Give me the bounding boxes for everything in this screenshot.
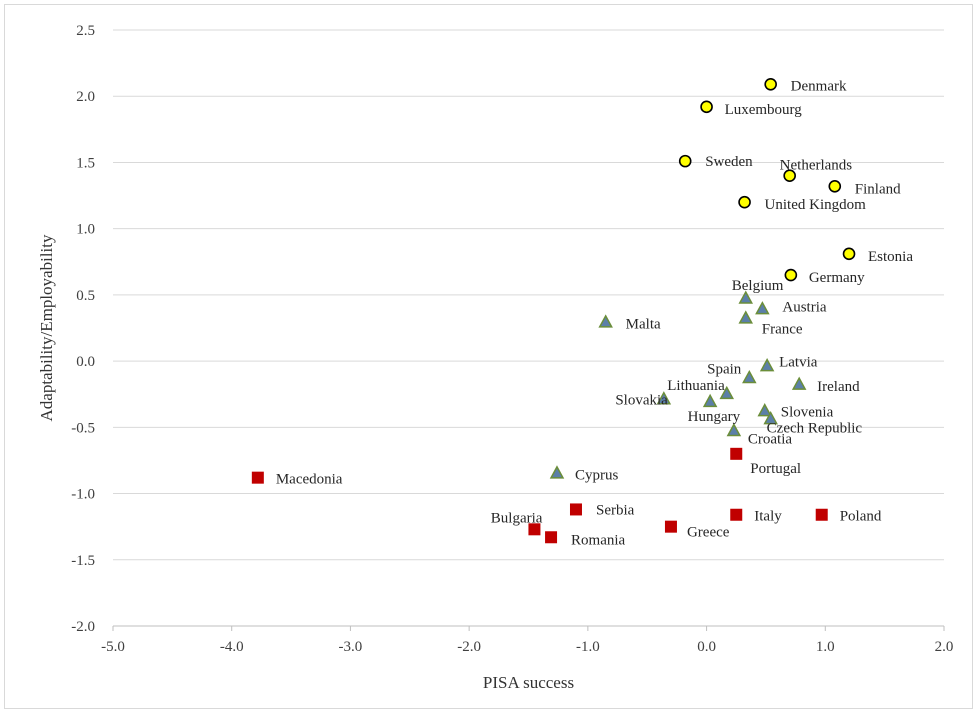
data-point-square (569, 503, 582, 516)
x-tick-label: 2.0 (935, 639, 954, 655)
y-tick-label: 2.0 (76, 89, 95, 105)
data-point-triangle (742, 369, 757, 384)
y-tick-label: 0.0 (76, 354, 95, 370)
x-tick-label: -1.0 (576, 639, 600, 655)
x-tick-label: -2.0 (457, 639, 481, 655)
point-label: Italy (754, 509, 782, 525)
point-label: Estonia (868, 249, 913, 265)
x-tick-label: 1.0 (816, 639, 835, 655)
y-tick-label: -1.0 (71, 487, 95, 503)
data-points (251, 78, 856, 544)
data-point-circle (764, 78, 777, 91)
x-tick-label: -4.0 (220, 639, 244, 655)
point-label: Cyprus (575, 468, 619, 484)
y-axis-title: Adaptability/Employability (37, 234, 56, 421)
point-label: Poland (840, 509, 882, 525)
point-label: Sweden (705, 154, 753, 170)
data-point-triangle (656, 391, 672, 405)
data-point-triangle (726, 422, 742, 437)
point-label: Greece (687, 525, 730, 541)
data-point-circle (842, 247, 856, 261)
data-point-square (251, 471, 264, 484)
data-point-triangle (738, 310, 754, 324)
x-tick-label: -3.0 (339, 639, 363, 655)
data-point-circle (738, 195, 751, 209)
data-point-circle (828, 179, 842, 193)
y-tick-label: -2.0 (71, 619, 95, 635)
y-tick-label: -0.5 (71, 420, 95, 436)
axes (112, 625, 945, 631)
point-label: Spain (707, 361, 742, 377)
point-label: Czech Republic (767, 420, 863, 436)
point-label: Ireland (817, 379, 860, 395)
point-label: Serbia (596, 502, 635, 518)
data-point-triangle (791, 376, 807, 390)
point-label: Finland (855, 181, 901, 197)
point-label: Hungary (688, 409, 741, 425)
gridlines (113, 29, 944, 627)
data-point-square (545, 531, 558, 544)
data-point-circle (700, 100, 713, 114)
x-tick-label: -5.0 (101, 639, 125, 655)
data-point-triangle (755, 301, 770, 315)
point-labels: Denmark Luxembourg Sweden NetherlandsFinlan… (276, 78, 914, 548)
point-label: Netherlands (780, 158, 853, 174)
data-point-square (730, 508, 743, 521)
chart-frame (4, 4, 973, 709)
point-label: Slovakia (615, 393, 668, 409)
data-point-triangle (598, 314, 613, 328)
point-label: Denmark (791, 78, 847, 94)
data-point-triangle (719, 385, 735, 400)
point-label: United Kingdom (765, 197, 867, 213)
y-tick-label: 1.5 (76, 155, 95, 171)
data-point-triangle (757, 403, 773, 417)
data-point-square (664, 520, 677, 533)
y-tick-label: -1.5 (71, 553, 95, 569)
point-label: Latvia (779, 354, 818, 370)
data-point-triangle (738, 290, 754, 304)
data-point-square (815, 508, 828, 521)
point-label: Malta (626, 317, 661, 333)
data-point-triangle (759, 358, 775, 372)
point-label: Romania (571, 532, 625, 548)
point-label: Slovenia (781, 404, 834, 420)
point-label: Croatia (748, 431, 792, 447)
point-label: Germany (809, 270, 865, 286)
y-tick-label: 1.0 (76, 222, 95, 238)
point-label: Austria (782, 299, 827, 315)
point-label: Luxembourg (725, 102, 803, 118)
x-axis-title: PISA success (483, 673, 574, 692)
point-label: Bulgaria (491, 510, 543, 526)
point-label: France (762, 322, 803, 338)
data-point-circle (678, 154, 692, 168)
tick-labels: 2.5 2.0 1.5 1.0 0.5 0.0 -0.5 -1.0 -1.5 -2.0 -5.0 -4… (71, 23, 953, 655)
data-point-triangle (763, 411, 778, 425)
data-point-circle (783, 169, 796, 182)
data-point-triangle (549, 465, 565, 479)
data-point-square (730, 447, 743, 460)
x-tick-label: 0.0 (697, 639, 716, 655)
point-label: Belgium (732, 278, 784, 294)
data-point-triangle (702, 393, 718, 408)
point-label: Lithuania (667, 378, 725, 394)
y-tick-label: 0.5 (76, 288, 95, 304)
point-label: Portugal (750, 461, 801, 477)
data-point-circle (784, 268, 798, 282)
point-label: Macedonia (276, 472, 343, 488)
data-point-square (528, 523, 541, 536)
y-tick-label: 2.5 (76, 23, 95, 39)
